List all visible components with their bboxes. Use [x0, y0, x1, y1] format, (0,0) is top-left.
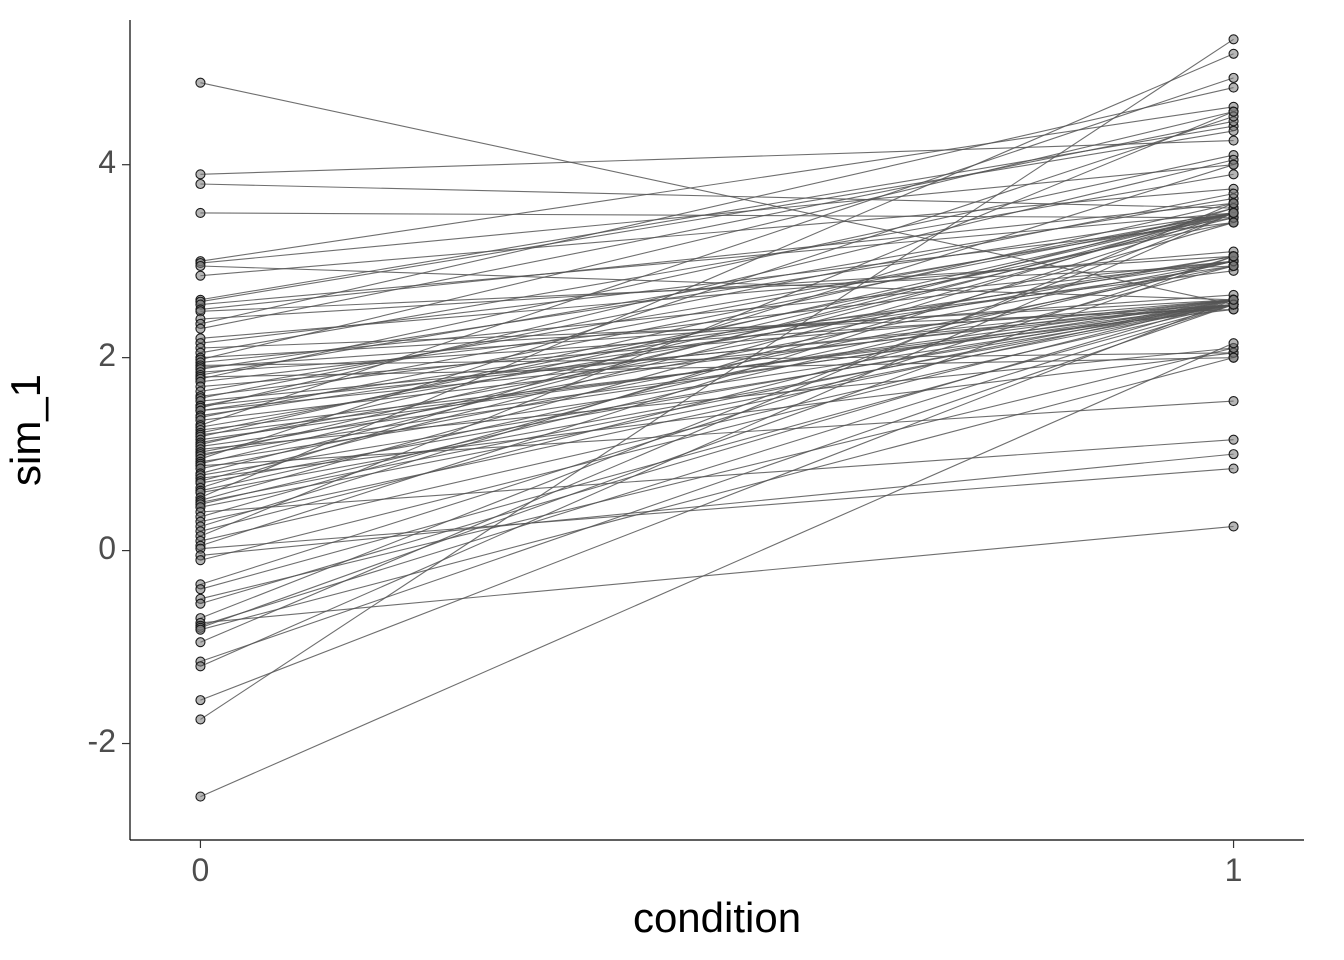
data-point	[196, 599, 205, 608]
y-tick-label: 2	[98, 337, 116, 373]
data-point	[1229, 262, 1238, 271]
data-point	[196, 638, 205, 647]
data-point	[1229, 450, 1238, 459]
data-point	[1229, 353, 1238, 362]
data-point	[1229, 136, 1238, 145]
data-point	[1229, 199, 1238, 208]
data-point	[196, 78, 205, 87]
data-point	[1229, 464, 1238, 473]
data-point	[1229, 83, 1238, 92]
data-point	[1229, 252, 1238, 261]
data-point	[196, 180, 205, 189]
data-point	[196, 556, 205, 565]
data-point	[1229, 295, 1238, 304]
x-axis-title: condition	[633, 894, 801, 941]
data-point	[1229, 126, 1238, 135]
data-point	[1229, 107, 1238, 116]
data-point	[1229, 522, 1238, 531]
data-point	[1229, 218, 1238, 227]
data-point	[1229, 189, 1238, 198]
data-point	[196, 662, 205, 671]
data-point	[1229, 397, 1238, 406]
x-tick-label: 0	[192, 852, 210, 888]
data-point	[196, 271, 205, 280]
data-point	[196, 792, 205, 801]
x-tick-label: 1	[1225, 852, 1243, 888]
data-point	[1229, 339, 1238, 348]
y-axis-title: sim_1	[2, 374, 49, 486]
data-point	[196, 625, 205, 634]
data-point	[1229, 160, 1238, 169]
data-point	[196, 324, 205, 333]
data-point	[1229, 73, 1238, 82]
data-point	[1229, 170, 1238, 179]
data-point	[1229, 208, 1238, 217]
data-point	[196, 262, 205, 271]
data-point	[196, 208, 205, 217]
y-tick-label: 0	[98, 530, 116, 566]
paired-plot: -2 0 2 4 0 1 condition sim_1	[0, 0, 1344, 960]
data-point	[196, 715, 205, 724]
chart-container: -2 0 2 4 0 1 condition sim_1	[0, 0, 1344, 960]
data-point	[1229, 435, 1238, 444]
data-point	[1229, 35, 1238, 44]
data-point	[196, 585, 205, 594]
data-point	[196, 696, 205, 705]
y-tick-label: -2	[88, 723, 116, 759]
data-point	[196, 170, 205, 179]
y-tick-label: 4	[98, 144, 116, 180]
data-point	[1229, 49, 1238, 58]
